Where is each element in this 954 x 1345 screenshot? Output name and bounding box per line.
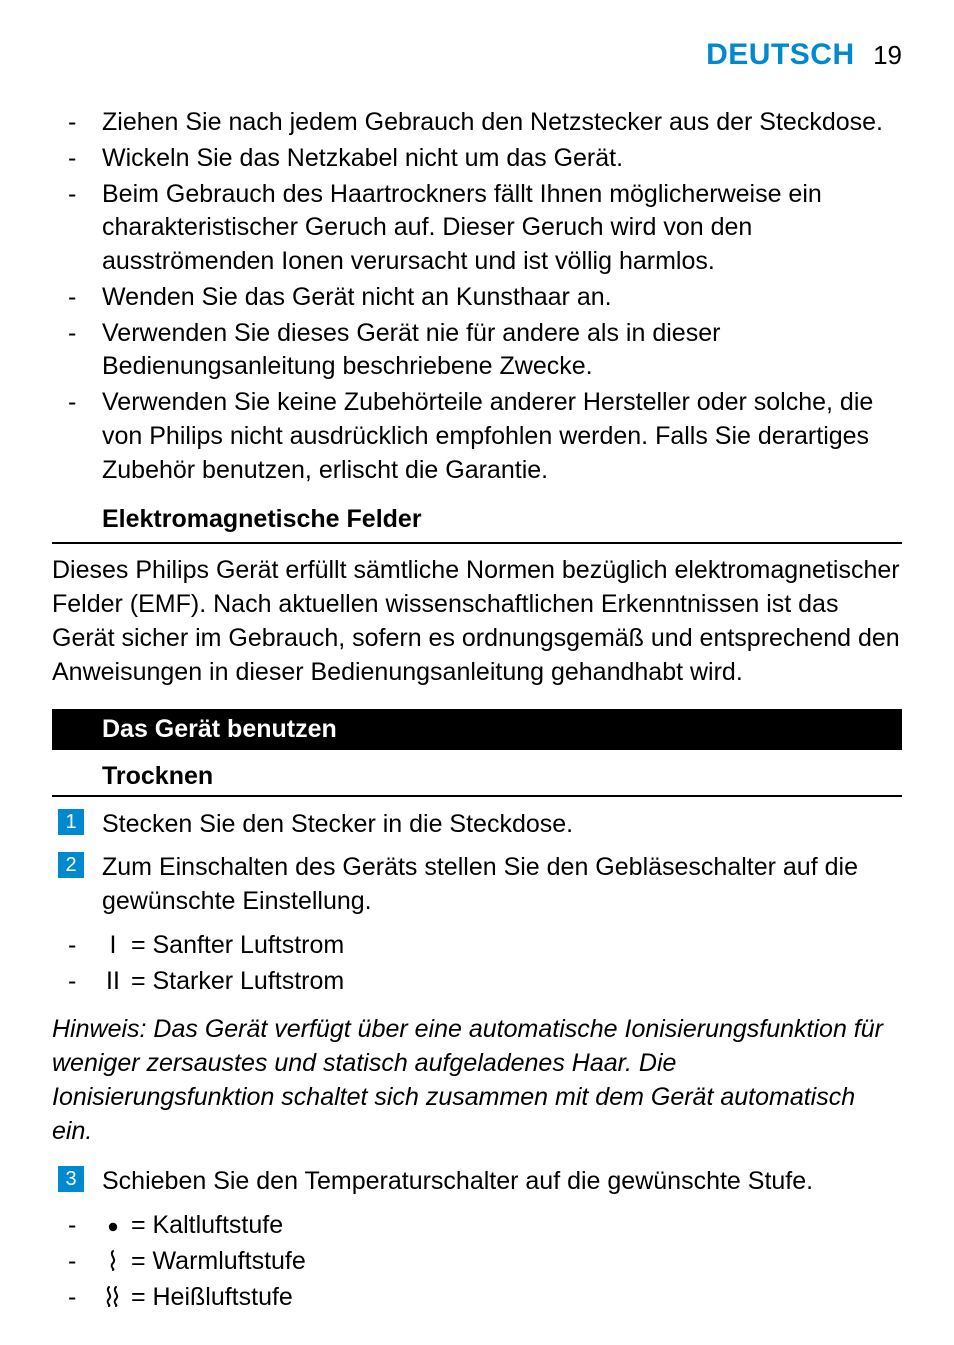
list-item: = Kaltluftstufe bbox=[52, 1207, 902, 1243]
drying-heading: Trocknen bbox=[102, 762, 902, 791]
divider bbox=[52, 542, 902, 544]
step-number-box: 3 bbox=[58, 1166, 84, 1192]
divider bbox=[52, 795, 902, 797]
list-item: I = Sanfter Luftstrom bbox=[52, 927, 902, 963]
step-item: 2 Zum Einschalten des Geräts stellen Sie… bbox=[52, 850, 902, 919]
header-page-number: 19 bbox=[873, 40, 902, 70]
header-language: DEUTSCH bbox=[706, 38, 855, 71]
option-label: = Starker Luftstrom bbox=[124, 967, 344, 995]
section-bar-use: Das Gerät benutzen bbox=[52, 709, 902, 750]
emf-paragraph: Dieses Philips Gerät erfüllt sämtliche N… bbox=[52, 554, 902, 689]
emf-heading: Elektromagnetische Felder bbox=[102, 505, 902, 536]
list-item: II = Starker Luftstrom bbox=[52, 963, 902, 999]
temperature-options: = Kaltluftstufe = Warmluftstufe = Heißlu… bbox=[52, 1207, 902, 1316]
list-item: = Heißluftstufe bbox=[52, 1279, 902, 1315]
steps-list-continued: 3 Schieben Sie den Temperaturschalter au… bbox=[52, 1164, 902, 1199]
option-label: = Warmluftstufe bbox=[124, 1247, 306, 1275]
step-text: Stecken Sie den Stecker in die Steckdose… bbox=[102, 810, 573, 838]
list-item: Verwenden Sie keine Zubehörteile anderer… bbox=[52, 386, 902, 487]
step-item: 1 Stecken Sie den Stecker in die Steckdo… bbox=[52, 807, 902, 842]
safety-bullet-list: Ziehen Sie nach jedem Gebrauch den Netzs… bbox=[52, 106, 902, 487]
option-label: = Kaltluftstufe bbox=[124, 1211, 283, 1239]
step-item: 3 Schieben Sie den Temperaturschalter au… bbox=[52, 1164, 902, 1199]
single-wave-icon bbox=[102, 1243, 124, 1279]
steps-list: 1 Stecken Sie den Stecker in die Steckdo… bbox=[52, 807, 902, 919]
option-label: = Sanfter Luftstrom bbox=[124, 931, 344, 959]
airflow-options: I = Sanfter Luftstrom II = Starker Lufts… bbox=[52, 927, 902, 1000]
dot-icon bbox=[102, 1207, 124, 1243]
ionization-note: Hinweis: Das Gerät verfügt über eine aut… bbox=[52, 1013, 902, 1148]
list-item: = Warmluftstufe bbox=[52, 1243, 902, 1279]
list-item: Ziehen Sie nach jedem Gebrauch den Netzs… bbox=[52, 106, 902, 140]
list-item: Wickeln Sie das Netzkabel nicht um das G… bbox=[52, 142, 902, 176]
step-text: Zum Einschalten des Geräts stellen Sie d… bbox=[102, 853, 858, 916]
step-number-box: 1 bbox=[58, 809, 84, 835]
double-wave-icon bbox=[102, 1279, 124, 1315]
option-label: = Heißluftstufe bbox=[124, 1283, 293, 1311]
symbol-roman-two: II bbox=[102, 963, 124, 999]
step-number-box: 2 bbox=[58, 852, 84, 878]
page-header: DEUTSCH 19 bbox=[52, 38, 902, 72]
list-item: Beim Gebrauch des Haartrockners fällt Ih… bbox=[52, 178, 902, 279]
step-text: Schieben Sie den Temperaturschalter auf … bbox=[102, 1167, 813, 1195]
list-item: Verwenden Sie dieses Gerät nie für ander… bbox=[52, 317, 902, 385]
symbol-roman-one: I bbox=[102, 927, 124, 963]
list-item: Wenden Sie das Gerät nicht an Kunsthaar … bbox=[52, 281, 902, 315]
